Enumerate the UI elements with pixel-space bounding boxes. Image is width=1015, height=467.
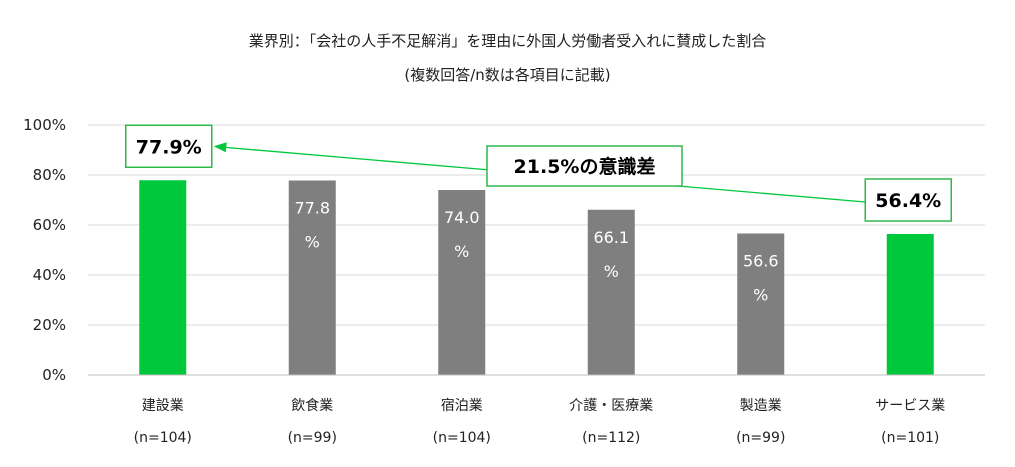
difference-arrow-head <box>213 142 227 153</box>
difference-annotation: 21.5%の意識差 <box>514 155 656 178</box>
data-label: 56.4% <box>875 190 941 212</box>
x-category-label: 建設業 <box>142 398 184 414</box>
highlight-label-box <box>864 178 952 222</box>
data-label-unit: % <box>604 262 619 281</box>
y-tick-label: 80% <box>33 166 66 184</box>
data-label-unit: % <box>305 233 320 252</box>
x-category-label: 宿泊業 <box>441 397 483 414</box>
x-n-label: (n=112) <box>582 430 640 446</box>
data-label-unit: % <box>753 286 768 305</box>
x-category-label: サービス業 <box>875 398 945 414</box>
highlight-label-box <box>125 124 213 168</box>
x-category-label: 飲食業 <box>291 397 333 414</box>
x-n-label: (n=104) <box>134 430 192 446</box>
data-label-unit: % <box>454 242 469 261</box>
x-n-label: (n=99) <box>736 430 785 446</box>
bar <box>886 234 934 375</box>
x-category-label: 製造業 <box>740 398 782 414</box>
x-n-label: (n=101) <box>881 430 939 446</box>
x-category-label: 介護・医療業 <box>569 397 653 414</box>
x-n-label: (n=104) <box>433 430 491 446</box>
bar <box>587 209 635 375</box>
bar <box>288 180 336 375</box>
chart-subtitle: (複数回答/n数は各項目に記載) <box>404 66 611 84</box>
data-label: 77.8 <box>294 199 330 218</box>
bar <box>139 180 187 375</box>
data-label: 74.0 <box>444 208 480 227</box>
y-tick-label: 0% <box>42 366 66 384</box>
data-label: 77.9% <box>136 136 202 158</box>
y-tick-label: 100% <box>23 116 66 134</box>
data-label: 56.6 <box>743 252 779 271</box>
chart-title: 業界別：「会社の人手不足解消」を理由に外国人労働者受入れに賛成した割合 <box>248 32 767 50</box>
bar <box>438 190 486 375</box>
y-tick-label: 60% <box>33 216 66 234</box>
data-label: 66.1 <box>593 228 629 247</box>
bar <box>737 233 785 375</box>
difference-annotation-box <box>486 145 683 187</box>
x-n-label: (n=99) <box>288 430 337 446</box>
y-tick-label: 40% <box>33 266 66 284</box>
y-tick-label: 20% <box>33 316 66 334</box>
